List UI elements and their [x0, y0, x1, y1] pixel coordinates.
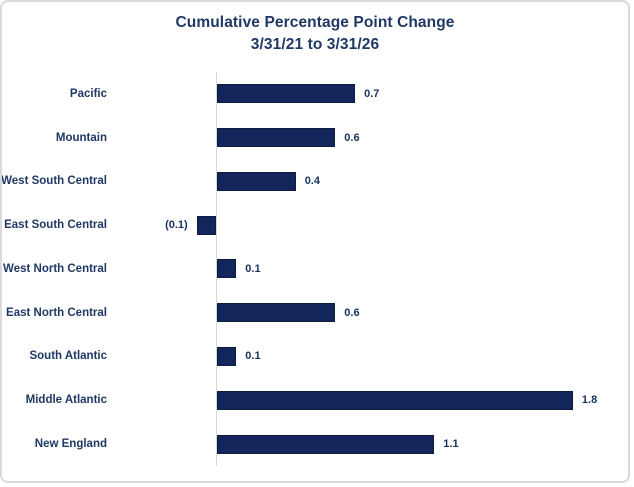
value-label: 0.6	[344, 306, 360, 319]
category-label: Middle Atlantic	[25, 394, 107, 407]
bar	[216, 84, 356, 104]
bar-row: West South Central 0.4	[1, 160, 628, 204]
value-label: 0.1	[245, 262, 261, 275]
category-label: Pacific	[69, 87, 107, 100]
category-label: West North Central	[3, 262, 107, 275]
bar	[216, 303, 336, 323]
value-label: 0.7	[364, 87, 380, 100]
bar-row: West North Central 0.1	[2, 247, 628, 291]
bar-row: Pacific 0.7	[2, 72, 628, 116]
category-label: East North Central	[6, 306, 107, 319]
category-label: Mountain	[55, 131, 107, 144]
bar-row: East North Central 0.6	[2, 291, 628, 335]
bar	[196, 215, 217, 235]
bar-row: Middle Atlantic 1.8	[2, 378, 628, 422]
category-label: New England	[34, 438, 107, 450]
bar	[216, 390, 573, 410]
bar-row: East South Central (0.1)	[2, 203, 628, 247]
bar	[216, 346, 237, 366]
value-label: 1.8	[581, 394, 598, 407]
chart-title: Cumulative Percentage Point Change 3/31/…	[2, 12, 628, 56]
category-label: South Atlantic	[29, 350, 107, 363]
chart-title-line2: 3/31/21 to 3/31/26	[250, 36, 380, 53]
bar-row: South Atlantic 0.1	[2, 335, 628, 379]
bar	[216, 128, 336, 148]
bar-row: Mountain 0.6	[2, 116, 628, 160]
bar	[216, 259, 237, 279]
bar	[216, 434, 435, 454]
bar-chart-plot: Pacific 0.7 Mountain 0.6 West South Central 0…	[1, 72, 628, 466]
bar-row: New England 1.1	[2, 422, 628, 466]
value-label: 0.6	[344, 131, 360, 144]
category-label: East South Central	[4, 219, 107, 232]
value-label: 0.1	[245, 350, 261, 363]
bar	[216, 171, 296, 191]
value-label: 0.4	[304, 175, 320, 188]
value-label: (0.1)	[165, 219, 188, 232]
chart-title-line1: Cumulative Percentage Point Change	[175, 14, 455, 31]
value-label: 1.1	[443, 438, 459, 450]
bar-rows: Pacific 0.7 Mountain 0.6 West South Central 0…	[1, 72, 628, 466]
category-label: West South Central	[1, 175, 107, 188]
